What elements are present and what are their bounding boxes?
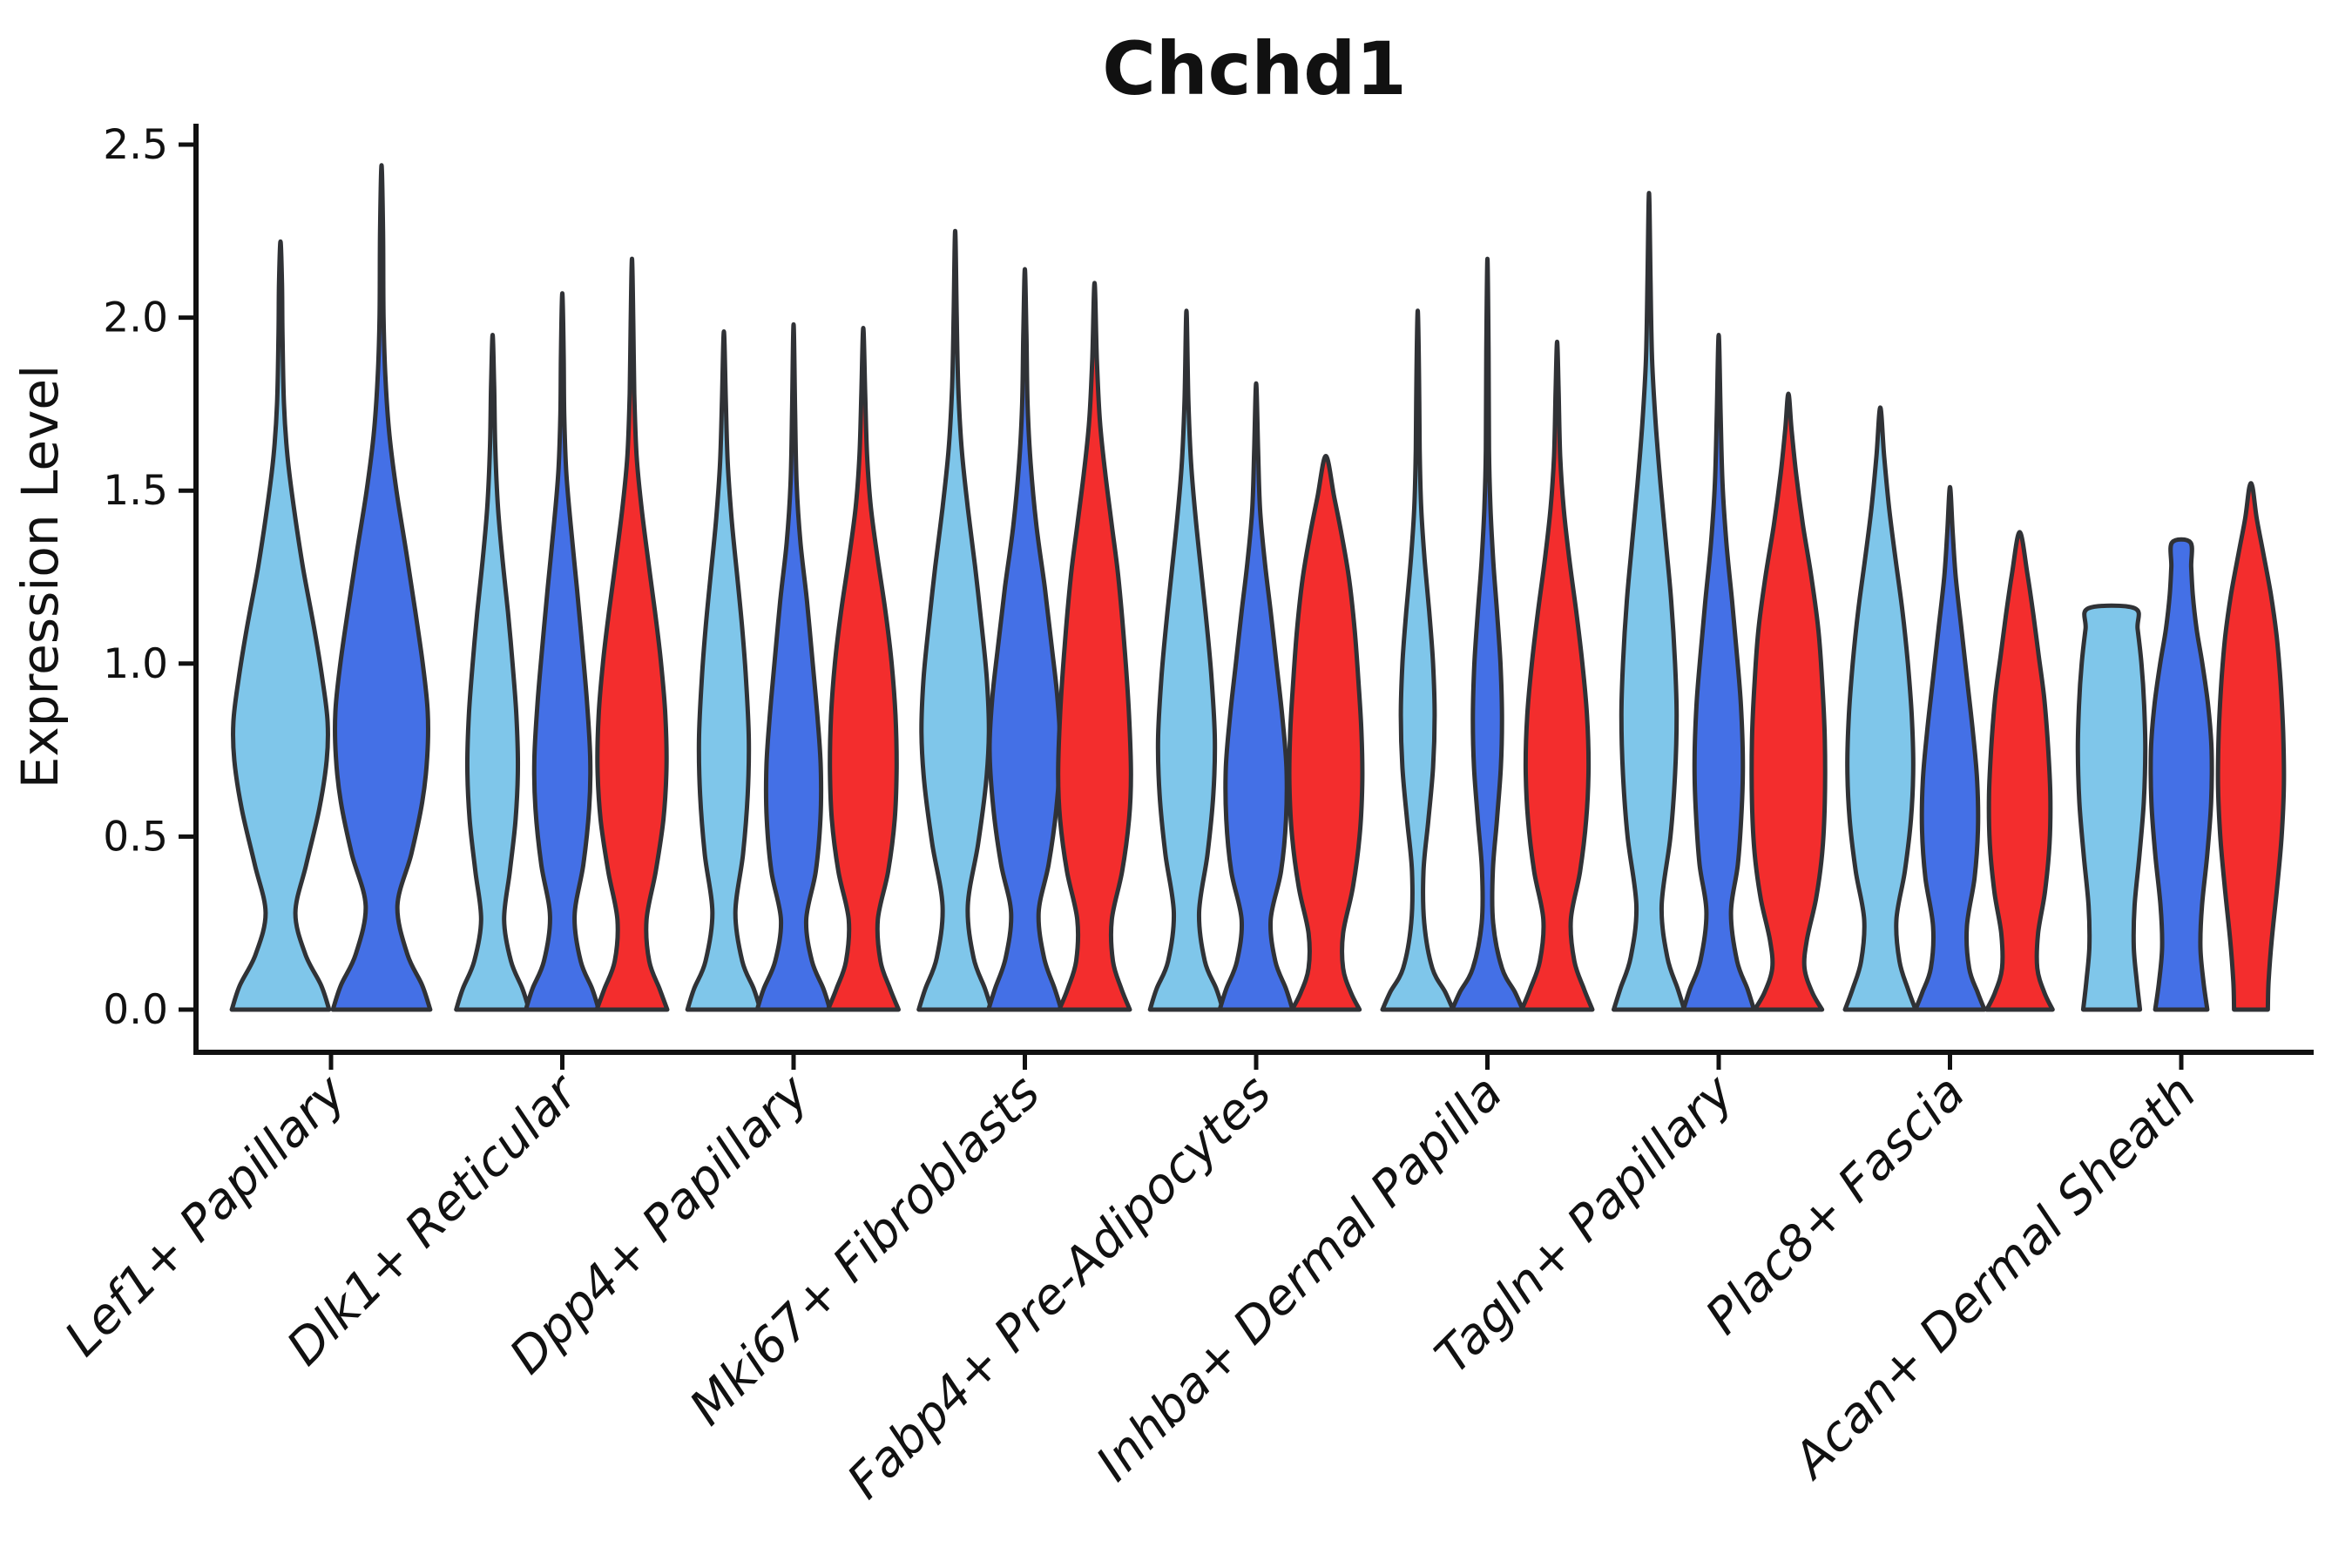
violin-light_blue-mki67-fibroblasts: [916, 228, 994, 1012]
violin-red-plac8-fascia: [1984, 530, 2055, 1012]
violin-dark_blue-plac8-fascia: [1913, 484, 1987, 1012]
y-tick-label: 1.0: [103, 640, 168, 688]
violin-dark_blue-acan-dermal-sheath: [2148, 537, 2214, 1012]
violin-light_blue-dlk1-reticular: [454, 333, 531, 1012]
x-tick-label-inhba-dermal-papilla: Inhba+ Dermal Papilla: [1085, 1064, 1513, 1492]
violin-dark_blue-dpp4-papillary: [754, 322, 833, 1012]
y-axis-label: Expression Level: [10, 365, 70, 788]
y-tick-label: 2.0: [103, 294, 168, 342]
violin-light_blue-dpp4-papillary: [685, 329, 763, 1012]
violin-light_blue-fabp4-pre-adipocytes: [1147, 308, 1226, 1012]
y-tick-label: 2.5: [103, 121, 168, 169]
violin-dark_blue-tagln-papillary: [1681, 333, 1756, 1012]
violin-red-dlk1-reticular: [594, 256, 670, 1012]
y-tick-label: 1.5: [103, 467, 168, 515]
violin-red-fabp4-pre-adipocytes: [1287, 454, 1365, 1012]
violin-dark_blue-fabp4-pre-adipocytes: [1217, 381, 1295, 1012]
axis-layer: [179, 124, 2314, 1070]
violin-red-tagln-papillary: [1749, 391, 1828, 1012]
x-tick-label-fabp4-pre-adipocytes: Fabp4+ Pre-Adipocytes: [837, 1064, 1282, 1510]
violin-red-mki67-fibroblasts: [1056, 280, 1133, 1012]
violin-red-dpp4-papillary: [826, 326, 901, 1012]
x-tick-label-acan-dermal-sheath: Acan+ Dermal Sheath: [1781, 1064, 2207, 1490]
violin-dark_blue-inhba-dermal-papilla: [1450, 256, 1525, 1012]
violin-dark_blue-dlk1-reticular: [524, 291, 601, 1012]
y-tick-label: 0.0: [103, 986, 168, 1034]
violin-dark_blue-mki67-fibroblasts: [986, 267, 1064, 1012]
violin-light_blue-tagln-papillary: [1612, 191, 1686, 1012]
violin-light_blue-lef1-papillary: [229, 239, 332, 1012]
violin-red-acan-dermal-sheath: [2215, 481, 2287, 1012]
y-tick-label: 0.5: [103, 813, 168, 861]
violin-light_blue-plac8-fascia: [1842, 405, 1918, 1012]
chart-title: Chchd1: [1102, 26, 1407, 112]
violin-red-inhba-dermal-papilla: [1519, 339, 1595, 1012]
violin-layer: [229, 163, 2287, 1012]
violin-dark_blue-lef1-papillary: [330, 163, 433, 1012]
violin-light_blue-inhba-dermal-papilla: [1380, 308, 1456, 1012]
violin-light_blue-acan-dermal-sheath: [2075, 603, 2148, 1012]
